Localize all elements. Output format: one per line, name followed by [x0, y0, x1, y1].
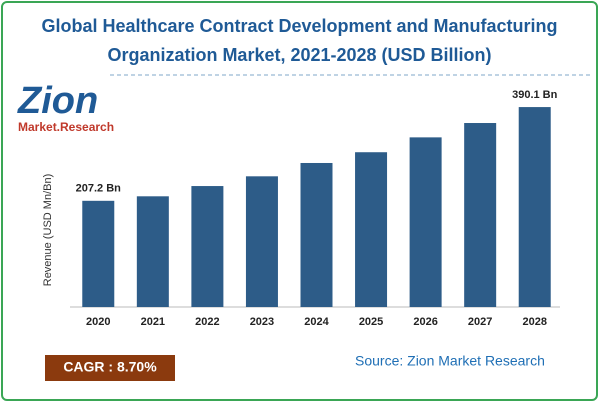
bar — [518, 107, 551, 307]
x-tick-label: 2028 — [522, 316, 546, 328]
x-tick-label: 2023 — [250, 316, 274, 328]
bar — [409, 137, 442, 307]
value-label: 390.1 Bn — [512, 89, 558, 101]
y-axis-label: Revenue (USD Mn/Bn) — [42, 174, 54, 287]
bar — [464, 123, 497, 307]
bar — [136, 196, 169, 307]
bar — [82, 200, 115, 307]
x-tick-label: 2027 — [468, 316, 492, 328]
bar — [300, 162, 333, 307]
x-tick-label: 2020 — [86, 316, 110, 328]
source: Source: Zion Market Research — [355, 353, 545, 369]
x-tick-label: 2021 — [141, 316, 165, 328]
x-tick-label: 2024 — [304, 316, 329, 328]
cagr-label: CAGR : 8.70% — [63, 359, 157, 375]
x-tick-label: 2022 — [195, 316, 219, 328]
logo-name: Zion — [17, 80, 98, 122]
x-tick-label: 2025 — [359, 316, 383, 328]
bar — [355, 152, 388, 307]
cagr-box — [45, 355, 175, 381]
bar — [191, 186, 224, 307]
logo-tagline: Market.Research — [18, 120, 114, 134]
value-label: 207.2 Bn — [76, 183, 122, 195]
bar — [245, 176, 278, 307]
chart-title: Global Healthcare Contract Development a… — [41, 16, 558, 65]
x-tick-label: 2026 — [413, 316, 437, 328]
